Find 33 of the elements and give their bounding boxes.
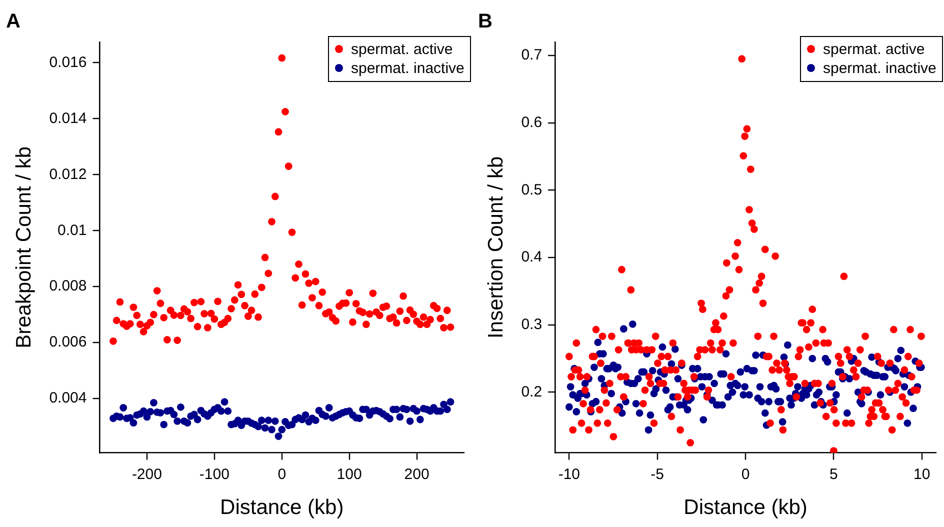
legend-label: spermat. active	[822, 40, 926, 59]
x-tick-label: -100	[199, 466, 230, 483]
x-axis-title: Distance (kb)	[220, 496, 344, 520]
y-tick-label: 0.006	[49, 334, 87, 351]
x-tick-label: -5	[650, 466, 664, 483]
x-tick-label: -200	[132, 466, 162, 483]
y-tick-label: 0.6	[521, 114, 542, 131]
y-tick-label: 0.004	[49, 390, 87, 407]
x-tick-label: -10	[558, 466, 580, 483]
y-axis-title: Insertion Count / kb	[484, 156, 508, 338]
x-tick-label: 0	[278, 466, 286, 483]
chart-title: B	[478, 10, 492, 33]
chart-title: A	[6, 10, 20, 33]
y-tick-label: 0.5	[521, 181, 542, 198]
y-tick-label: 0.7	[521, 46, 542, 64]
legend-label: spermat. inactive	[350, 59, 464, 78]
x-tick-label: 5	[830, 466, 838, 483]
y-tick-label: 0.016	[49, 54, 87, 71]
x-tick-label: 0	[741, 466, 750, 483]
y-tick-label: 0.3	[521, 316, 542, 333]
y-tick-label: 0.014	[49, 110, 87, 127]
y-tick-label: 0.012	[49, 166, 87, 183]
y-tick-label: 0.2	[521, 383, 542, 400]
x-tick-label: 200	[404, 466, 430, 483]
x-axis-title: Distance (kb)	[684, 496, 808, 520]
legend-label: spermat. inactive	[822, 59, 936, 78]
y-tick-label: 0.008	[49, 278, 87, 295]
legend-label: spermat. active	[350, 40, 454, 59]
y-tick-label: 0.01	[58, 222, 87, 239]
y-tick-label: 0.4	[521, 248, 542, 266]
y-axis-title: Breakpoint Count / kb	[12, 146, 36, 348]
x-tick-label: 10	[914, 466, 930, 483]
x-tick-label: 100	[336, 466, 362, 483]
